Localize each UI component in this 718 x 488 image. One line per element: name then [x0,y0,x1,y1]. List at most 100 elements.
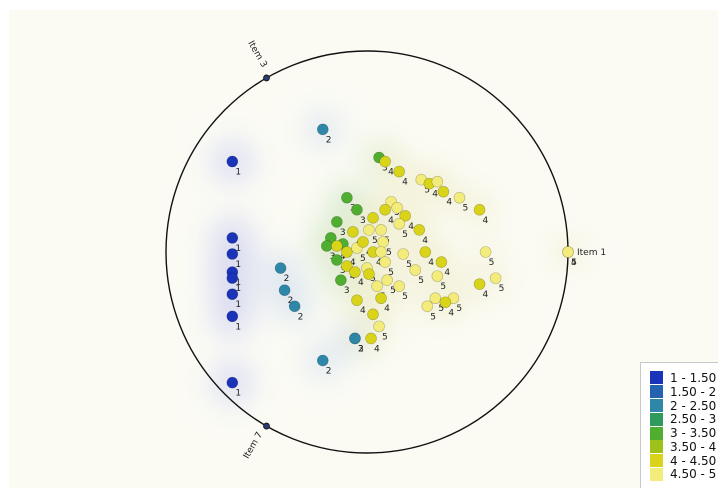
data-point-label: 5 [390,286,396,296]
data-point [429,292,442,305]
legend-entry: 3 - 3.50 [650,426,718,440]
data-point-label: 4 [374,344,380,354]
data-point [367,308,379,321]
data-point-label: 2 [326,367,332,377]
data-point-label: 1 [235,284,241,294]
data-point-label: 5 [402,292,408,302]
data-point-label: 4 [483,216,489,226]
data-point-label: 5 [571,258,577,268]
data-point-label: 3 [344,286,350,296]
data-point-label: 4 [358,278,364,288]
data-point [365,332,377,345]
data-point [393,218,405,230]
data-point [379,155,391,168]
data-point [381,274,393,286]
data-point-label: 1 [235,389,241,399]
data-point-label: 2 [358,344,364,354]
data-point-label: 2 [288,296,294,306]
data-point-label: 4 [340,252,346,262]
legend-label: 1 - 1.50 [670,370,717,385]
data-point-label: 5 [382,332,388,342]
data-point [439,296,452,309]
legend-label: 2 - 2.50 [670,398,717,413]
data-point-label: 5 [440,282,446,292]
legend-entry: 4 - 4.50 [650,454,718,468]
data-point-label: 5 [456,304,462,314]
data-point [320,240,333,252]
data-point [357,236,369,248]
data-point [421,300,434,313]
data-point [399,210,411,222]
data-point [341,260,353,272]
data-point-label: 2 [284,274,290,284]
data-point [226,248,239,260]
anchor-label: Item 1 [577,248,606,258]
data-point [375,246,387,258]
data-point [341,246,353,258]
legend-swatch [650,454,663,468]
data-point [391,201,403,214]
data-point [431,270,444,282]
data-point [331,240,343,252]
legend-swatch [650,385,663,399]
data-point [226,232,239,244]
data-point [431,175,444,188]
data-point [479,246,492,258]
data-point [379,256,391,268]
data-point [473,278,486,290]
data-point-label: 4 [571,258,577,268]
data-point-label: 4 [360,306,366,316]
data-point-label: 1 [235,278,241,288]
data-point-label: 4 [384,304,390,314]
legend-label: 3.50 - 4 [670,439,717,454]
data-point-label: 1 [235,244,241,254]
anchor-marker [263,422,270,430]
data-point-label: 5 [406,260,412,270]
data-point [393,165,405,178]
legend-entry: 1.50 - 2 [650,385,718,399]
data-point [363,224,375,236]
data-point-label: 4 [428,258,434,268]
data-point-label: 1 [235,322,241,332]
data-point-label: 5 [402,230,408,240]
data-point [278,284,291,296]
legend-label: 2.50 - 3 [670,412,717,427]
data-point [316,354,329,367]
data-point-label: 4 [432,190,438,200]
data-point-label: 5 [489,258,495,268]
data-point [274,262,287,274]
data-point-label: 4 [422,236,428,246]
data-points: 1111111122222323334333445344334454545445… [226,123,577,399]
data-point-label: 5 [388,268,394,278]
data-point [349,332,361,345]
data-point [331,254,343,266]
legend-entry: 4.50 - 5 [650,467,718,482]
data-point-label: 5 [418,276,424,286]
data-point-label: 2 [298,312,304,322]
data-point-label: 3 [340,266,346,276]
legend-entry: 1 - 1.50 [650,371,718,385]
data-point-label: 4 [388,168,394,178]
data-point [367,212,379,224]
data-point [397,248,409,260]
data-point-label: 2 [326,135,332,145]
legend-label: 4.50 - 5 [670,467,717,482]
data-point-label: 4 [388,216,394,226]
legend-swatch [650,371,663,385]
legend-label: 1.50 - 2 [670,384,717,399]
data-point [331,216,343,228]
data-point [347,226,359,238]
anchor-marker [263,74,270,82]
data-point-label: 5 [360,254,366,264]
legend-swatch [650,398,663,412]
legend-swatch [650,440,663,454]
data-point [335,274,347,286]
data-point-label: 5 [370,274,376,284]
data-point [473,203,486,216]
data-point-label: 1 [235,300,241,310]
data-point [363,268,375,280]
legend-entry: 3.50 - 4 [650,440,718,454]
